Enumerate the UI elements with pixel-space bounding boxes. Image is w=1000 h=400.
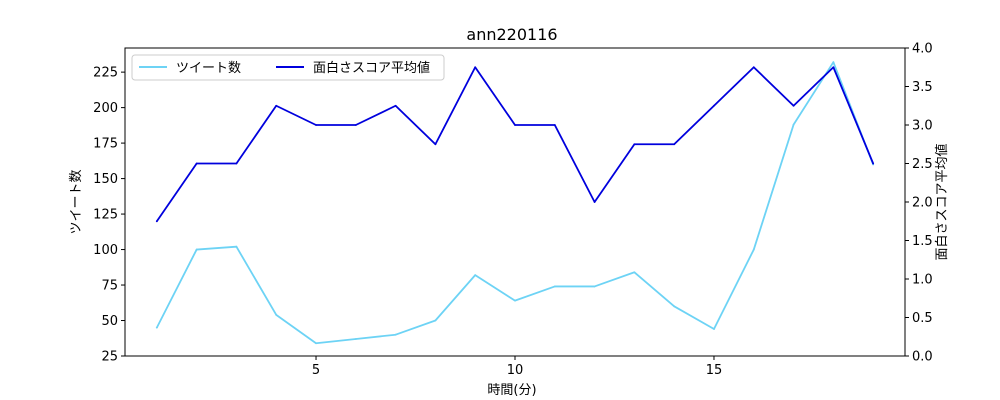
series-0-point-17 bbox=[832, 61, 835, 64]
series-1-point-2 bbox=[235, 162, 238, 165]
y-right-tick-label-8: 4.0 bbox=[912, 42, 933, 57]
y-right-tick-label-6: 3.0 bbox=[912, 119, 933, 134]
series-1-point-6 bbox=[394, 104, 397, 107]
series-1-point-9 bbox=[514, 124, 516, 126]
y-right-tick-label-1: 0.5 bbox=[912, 311, 933, 326]
series-0-point-11 bbox=[593, 285, 596, 288]
series-1-point-14 bbox=[713, 104, 715, 107]
y-left-tick-label-2: 75 bbox=[101, 279, 118, 294]
series-0-point-13 bbox=[673, 305, 676, 308]
y-left-tick-label-3: 100 bbox=[93, 243, 118, 258]
series-0-point-12 bbox=[633, 271, 636, 274]
series-1-point-10 bbox=[553, 124, 556, 126]
series-1-point-3 bbox=[275, 104, 278, 107]
series-0-point-15 bbox=[752, 248, 755, 251]
series-0-point-4 bbox=[315, 342, 317, 345]
series-1-point-17 bbox=[832, 66, 835, 69]
y-axis-left: 25 50 75 100 125 150 175 200 225 bbox=[93, 66, 125, 365]
series-1-point-7 bbox=[434, 143, 437, 146]
series-1-point-0 bbox=[155, 220, 158, 223]
series-1-point-5 bbox=[354, 124, 357, 126]
x-tick-label-2: 15 bbox=[706, 363, 723, 378]
legend-label-score: 面白さスコア平均値 bbox=[313, 60, 430, 76]
y-left-tick-label-7: 200 bbox=[93, 101, 118, 116]
y-axis-right-label: 面白さスコア平均値 bbox=[934, 143, 950, 260]
x-axis-label: 時間(分) bbox=[487, 383, 536, 398]
y-right-tick-label-5: 2.5 bbox=[912, 157, 933, 172]
series-1-point-1 bbox=[195, 162, 198, 165]
y-axis-right: 0.0 0.5 1.0 1.5 2.0 2.5 3.0 3.5 4.0 bbox=[905, 42, 933, 365]
series-1-point-15 bbox=[752, 66, 755, 69]
x-tick-label-1: 10 bbox=[507, 363, 524, 378]
y-left-tick-label-8: 225 bbox=[93, 66, 118, 81]
y-right-tick-label-7: 3.5 bbox=[912, 80, 933, 95]
y-axis-left-label: ツイート数 bbox=[69, 169, 84, 234]
y-right-tick-label-2: 1.0 bbox=[912, 273, 933, 288]
series-0-point-8 bbox=[474, 274, 477, 276]
y-left-tick-label-5: 150 bbox=[93, 172, 118, 187]
series-1-point-12 bbox=[633, 143, 636, 146]
series-0-point-5 bbox=[354, 338, 357, 340]
series-0-point-0 bbox=[155, 326, 158, 329]
series-1-point-8 bbox=[474, 66, 477, 69]
x-tick-label-0: 5 bbox=[312, 363, 320, 378]
series-0-point-9 bbox=[514, 299, 516, 302]
y-right-tick-label-0: 0.0 bbox=[912, 350, 933, 365]
series-0-point-14 bbox=[713, 328, 715, 330]
plot-frame bbox=[124, 47, 906, 357]
legend: ツイート数 面白さスコア平均値 bbox=[131, 54, 445, 81]
plot-area bbox=[155, 61, 875, 345]
series-0-point-7 bbox=[434, 319, 437, 322]
y-left-tick-label-6: 175 bbox=[93, 137, 118, 152]
series-0-point-1 bbox=[195, 248, 198, 251]
series-0-point-10 bbox=[553, 285, 556, 288]
y-right-tick-label-3: 1.5 bbox=[912, 234, 933, 249]
series-line-1 bbox=[155, 66, 875, 223]
series-0-point-2 bbox=[235, 245, 238, 248]
series-1-point-13 bbox=[673, 143, 676, 146]
series-1-point-4 bbox=[315, 124, 317, 126]
y-left-tick-label-1: 50 bbox=[101, 314, 118, 329]
x-axis: 5 10 15 bbox=[312, 356, 722, 378]
series-1-point-16 bbox=[792, 104, 795, 107]
y-right-tick-label-4: 2.0 bbox=[912, 196, 933, 211]
y-left-tick-label-0: 25 bbox=[101, 350, 118, 365]
series-1-point-18 bbox=[872, 162, 875, 165]
series-0-point-16 bbox=[792, 123, 795, 126]
series-1-point-11 bbox=[593, 201, 596, 203]
chart-title: ann220116 bbox=[466, 25, 557, 44]
series-0-point-6 bbox=[394, 333, 397, 336]
y-left-tick-label-4: 125 bbox=[93, 208, 118, 223]
legend-label-tweets: ツイート数 bbox=[176, 61, 241, 76]
series-0-point-3 bbox=[275, 313, 278, 316]
